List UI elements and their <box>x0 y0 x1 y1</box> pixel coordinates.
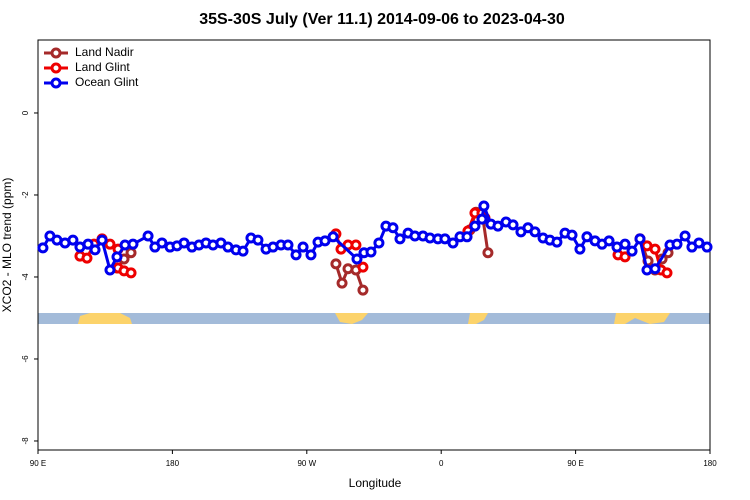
data-point <box>693 237 705 249</box>
data-point <box>82 238 94 250</box>
y-tick-label: -4 <box>21 273 30 281</box>
x-tick-label: 90 W <box>297 459 316 468</box>
data-point <box>574 243 586 255</box>
data-point <box>365 246 377 258</box>
data-point <box>701 241 713 253</box>
land-patch <box>335 313 368 324</box>
data-point <box>603 235 615 247</box>
x-tick-label: 180 <box>166 459 180 468</box>
x-axis-label: Longitude <box>349 476 402 490</box>
data-point <box>529 226 541 238</box>
legend-label: Land Glint <box>75 60 130 74</box>
map-strip <box>38 313 710 324</box>
data-point <box>649 263 661 275</box>
data-point <box>566 229 578 241</box>
data-point <box>447 237 459 249</box>
x-tick-label: 0 <box>439 459 444 468</box>
data-point <box>290 249 302 261</box>
data-point <box>96 234 108 246</box>
legend-swatch-point <box>50 77 62 89</box>
x-tick-label: 90 E <box>30 459 46 468</box>
land-patch <box>78 313 132 324</box>
y-tick-label: -8 <box>21 437 30 445</box>
data-point <box>350 239 362 251</box>
data-point <box>282 239 294 251</box>
data-point <box>661 267 673 279</box>
data-point <box>156 237 168 249</box>
data-point <box>492 220 504 232</box>
legend-swatch-point <box>50 62 62 74</box>
data-point <box>127 238 139 250</box>
data-point <box>330 258 342 270</box>
data-point <box>37 242 49 254</box>
data-point <box>351 253 363 265</box>
data-point <box>482 247 494 259</box>
y-axis-label: XCO2 - MLO trend (ppm) <box>0 178 14 313</box>
data-point <box>67 234 79 246</box>
data-point <box>125 267 137 279</box>
data-point <box>439 233 451 245</box>
data-point <box>142 230 154 242</box>
data-point <box>81 252 93 264</box>
y-tick-label: 0 <box>21 110 30 115</box>
data-point <box>373 237 385 249</box>
x-tick-label: 180 <box>703 459 717 468</box>
data-point <box>476 213 488 225</box>
legend-label: Land Nadir <box>75 45 134 59</box>
x-tick-label: 90 E <box>567 459 583 468</box>
data-point <box>507 219 519 231</box>
data-point <box>461 231 473 243</box>
data-point <box>252 234 264 246</box>
data-point <box>357 284 369 296</box>
data-point <box>104 264 116 276</box>
ocean-strip <box>38 313 710 324</box>
data-point <box>327 231 339 243</box>
data-point <box>89 244 101 256</box>
data-point <box>104 238 116 250</box>
chart-title: 35S-30S July (Ver 11.1) 2014-09-06 to 20… <box>199 11 565 28</box>
data-point <box>649 243 661 255</box>
data-point <box>478 200 490 212</box>
legend-swatch-point <box>50 47 62 59</box>
data-point <box>305 249 317 261</box>
land-patch <box>468 313 488 324</box>
data-point <box>319 235 331 247</box>
legend-label: Ocean Glint <box>75 75 139 89</box>
land-patch <box>614 313 670 324</box>
data-point <box>626 245 638 257</box>
data-point <box>634 233 646 245</box>
data-point <box>551 236 563 248</box>
data-point <box>237 245 249 257</box>
data-point <box>387 222 399 234</box>
y-tick-label: -2 <box>21 191 30 199</box>
data-point <box>581 231 593 243</box>
data-point <box>619 238 631 250</box>
data-point <box>111 251 123 263</box>
data-point <box>125 247 137 259</box>
data-point <box>357 261 369 273</box>
data-point <box>178 237 190 249</box>
data-point <box>469 220 481 232</box>
data-point <box>297 241 309 253</box>
data-point <box>394 233 406 245</box>
data-point <box>679 230 691 242</box>
data-point <box>671 238 683 250</box>
y-tick-label: -6 <box>21 355 30 363</box>
data-point <box>336 277 348 289</box>
data-point <box>619 251 631 263</box>
